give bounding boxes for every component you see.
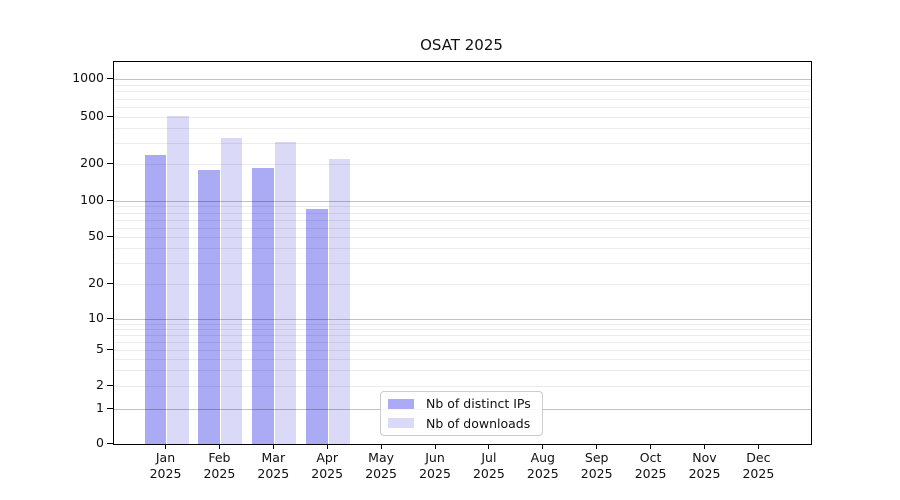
- bar-downloads: [328, 159, 351, 444]
- x-tick-mark: [165, 444, 166, 449]
- x-tick-month: Jun: [425, 450, 445, 465]
- x-tick-month: Mar: [261, 450, 286, 465]
- x-tick-mark: [272, 444, 274, 449]
- bar-downloads: [274, 141, 297, 444]
- legend-swatch-downloads: [388, 418, 414, 429]
- x-tick-month: Sep: [584, 450, 609, 465]
- y-tick-label: 50: [88, 228, 104, 243]
- y-tick-label: 10: [88, 310, 104, 325]
- x-tick-mark: [542, 444, 544, 449]
- bar-distinct-ips: [252, 168, 274, 444]
- y-tick-label: 5: [96, 341, 104, 356]
- x-tick-mark: [380, 444, 382, 449]
- y-tick-mark: [107, 443, 113, 444]
- bars-layer: [114, 62, 811, 444]
- legend-swatch-distinct-ips: [388, 398, 414, 409]
- x-tick-month: Dec: [746, 450, 771, 465]
- y-tick-label: 20: [88, 275, 104, 290]
- x-tick-year: 2025: [634, 466, 667, 481]
- x-tick-year: 2025: [472, 466, 505, 481]
- x-tick-year: 2025: [365, 466, 397, 481]
- x-tick-mark: [757, 444, 759, 449]
- legend: Nb of distinct IPs Nb of downloads: [380, 391, 543, 436]
- x-tick-label: Jul 2025: [459, 450, 519, 482]
- x-tick-year: 2025: [311, 466, 344, 481]
- x-tick-month: Oct: [639, 450, 662, 465]
- x-tick-mark: [218, 444, 220, 449]
- x-tick-label: Feb 2025: [189, 450, 249, 482]
- x-tick-label: Dec 2025: [728, 450, 788, 482]
- x-tick-mark: [596, 444, 598, 449]
- x-tick-year: 2025: [742, 466, 775, 481]
- x-tick-mark: [434, 444, 436, 449]
- x-tick-month: May: [368, 450, 395, 465]
- y-tick-mark: [107, 200, 113, 201]
- x-tick-year: 2025: [257, 466, 290, 481]
- x-tick-mark: [704, 444, 705, 449]
- x-tick-year: 2025: [688, 466, 721, 481]
- x-tick-month: Apr: [316, 450, 338, 465]
- x-tick-year: 2025: [526, 466, 559, 481]
- chart-title: OSAT 2025: [420, 36, 503, 54]
- x-tick-label: Jun 2025: [405, 450, 465, 482]
- legend-row-distinct-ips: Nb of distinct IPs: [388, 396, 534, 412]
- legend-row-downloads: Nb of downloads: [388, 416, 534, 432]
- x-tick-label: Aug 2025: [513, 450, 573, 482]
- y-tick-mark: [107, 408, 113, 409]
- plot-area: [113, 61, 812, 445]
- x-tick-month: Nov: [692, 450, 717, 465]
- y-tick-label: 200: [80, 155, 104, 170]
- x-tick-month: Jan: [155, 450, 176, 465]
- x-tick-month: Feb: [208, 450, 231, 465]
- x-tick-year: 2025: [203, 466, 236, 481]
- x-tick-label: Nov 2025: [675, 450, 735, 482]
- x-tick-mark: [326, 444, 328, 449]
- y-tick-label: 500: [80, 108, 104, 123]
- y-tick-label: 2: [96, 377, 104, 392]
- y-tick-mark: [107, 318, 113, 319]
- y-tick-mark: [107, 236, 113, 237]
- y-tick-label: 1000: [72, 70, 104, 85]
- x-tick-label: Oct 2025: [621, 450, 681, 482]
- y-tick-mark: [107, 78, 113, 79]
- y-tick-mark: [107, 163, 113, 164]
- y-tick-mark: [107, 283, 113, 284]
- legend-label-downloads: Nb of downloads: [426, 415, 531, 431]
- x-tick-label: Jan 2025: [136, 450, 196, 482]
- bar-distinct-ips: [306, 208, 328, 444]
- y-tick-label: 1: [96, 400, 104, 415]
- x-tick-month: Aug: [530, 450, 555, 465]
- x-tick-month: Jul: [481, 450, 497, 465]
- x-tick-label: Apr 2025: [297, 450, 357, 482]
- y-tick-mark: [107, 385, 113, 386]
- x-tick-year: 2025: [149, 466, 182, 481]
- y-tick-label: 100: [80, 192, 104, 207]
- y-tick-mark: [107, 116, 113, 117]
- x-tick-mark: [488, 444, 490, 449]
- x-tick-year: 2025: [580, 466, 613, 481]
- bar-downloads: [220, 138, 243, 444]
- x-tick-label: Sep 2025: [567, 450, 627, 482]
- x-tick-mark: [650, 444, 652, 449]
- y-tick-mark: [107, 349, 113, 350]
- x-tick-label: Mar 2025: [243, 450, 303, 482]
- x-tick-year: 2025: [419, 466, 451, 481]
- bar-distinct-ips: [144, 154, 166, 444]
- x-tick-label: May 2025: [351, 450, 411, 482]
- bar-distinct-ips: [198, 169, 220, 444]
- y-tick-label: 0: [96, 435, 104, 450]
- bar-downloads: [167, 116, 189, 444]
- legend-label-distinct-ips: Nb of distinct IPs: [426, 396, 531, 412]
